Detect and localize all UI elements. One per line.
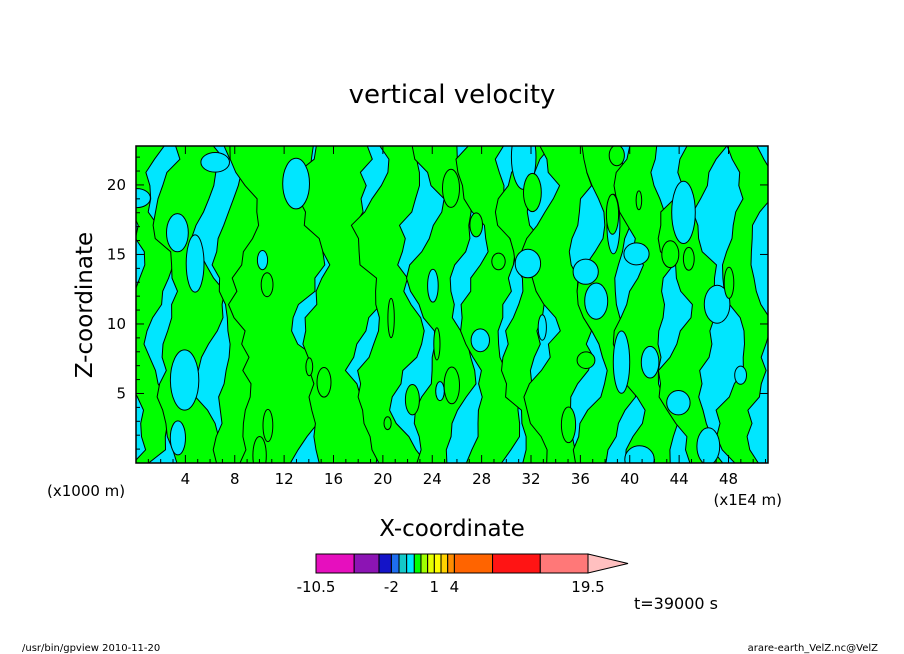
negative-region [666, 390, 691, 416]
negative-region [514, 248, 542, 279]
x-unit-left: (x1000 m) [47, 482, 125, 500]
x-tick-label: 4 [181, 470, 191, 488]
x-tick-label: 40 [620, 470, 639, 488]
colorbar-segment [353, 553, 380, 574]
negative-region [200, 152, 230, 173]
negative-region [640, 345, 660, 379]
positive-region [723, 266, 735, 299]
plot-frame [135, 145, 769, 464]
x-tick-label: 36 [571, 470, 590, 488]
colorbar-segment [453, 553, 494, 574]
x-tick-label: 12 [275, 470, 294, 488]
colorbar-segment [433, 553, 442, 574]
time-label: t=39000 s [634, 594, 718, 613]
positive-region [136, 146, 174, 463]
positive-region [387, 297, 395, 339]
positive-region [433, 327, 441, 361]
negative-region [537, 314, 547, 341]
positive-region [262, 408, 274, 443]
colorbar-segment [315, 553, 355, 574]
colorbar-label: 4 [450, 578, 460, 596]
negative-region [435, 381, 445, 402]
colorbar-label: -10.5 [297, 578, 336, 596]
x-tick-label: 32 [521, 470, 540, 488]
footer-right: arare-earth_VelZ.nc@VelZ [748, 643, 879, 654]
y-tick-label: 15 [107, 245, 126, 263]
positive-region [443, 366, 460, 405]
positive-region [715, 146, 768, 463]
colorbar-segment [378, 553, 392, 574]
colorbar-segment [413, 553, 422, 574]
negative-region [624, 445, 655, 463]
negative-region [623, 242, 650, 266]
x-tick-label: 48 [719, 470, 738, 488]
negative-region [169, 420, 186, 456]
positive-region [252, 436, 267, 463]
colorbar-segment [390, 553, 400, 574]
colorbar-segment [427, 553, 435, 574]
y-axis-label: Z-coordinate [72, 232, 98, 378]
positive-region [605, 193, 620, 235]
colorbar-segment [447, 553, 455, 574]
chart-title: vertical velocity [349, 80, 556, 110]
positive-region [494, 146, 558, 463]
y-tick-label: 5 [116, 384, 126, 402]
colorbar-segment [420, 553, 429, 574]
positive-region [608, 146, 625, 167]
negative-region [256, 250, 269, 271]
positive-region [442, 168, 460, 208]
positive-region [635, 190, 643, 211]
negative-region [169, 349, 200, 411]
positive-region [576, 351, 596, 370]
positive-region [469, 212, 484, 238]
colorbar-extension [587, 553, 629, 574]
negative-region [703, 284, 731, 324]
positive-region [404, 384, 420, 416]
negative-region [185, 234, 205, 293]
negative-region [166, 213, 189, 253]
negative-region [470, 328, 490, 353]
negative-region [136, 188, 151, 209]
x-axis-label: X-coordinate [379, 516, 525, 542]
plot-area [135, 145, 769, 464]
negative-region [282, 157, 311, 210]
colorbar-label: 1 [430, 578, 440, 596]
x-tick-label: 16 [324, 470, 343, 488]
colorbar-segment [440, 553, 449, 574]
negative-region [671, 180, 696, 244]
positive-region [523, 172, 542, 213]
x-tick-label: 8 [230, 470, 240, 488]
positive-region [560, 406, 577, 444]
positive-region [305, 357, 314, 377]
positive-region [661, 240, 680, 269]
positive-region [491, 252, 506, 271]
positive-region [682, 246, 695, 271]
x-tick-label: 28 [472, 470, 491, 488]
colorbar-label: -2 [384, 578, 399, 596]
colorbar-segment [398, 553, 408, 574]
positive-region [260, 272, 274, 298]
negative-region [612, 330, 631, 394]
y-tick-label: 10 [107, 315, 126, 333]
positive-region [383, 416, 392, 431]
x-tick-label: 20 [373, 470, 392, 488]
negative-region [734, 365, 747, 385]
x-tick-label: 24 [423, 470, 442, 488]
x-tick-label: 44 [670, 470, 689, 488]
colorbar [315, 553, 629, 574]
colorbar-segment [539, 553, 589, 574]
x-unit-right: (x1E4 m) [713, 491, 782, 509]
y-tick-label: 20 [107, 176, 126, 194]
positive-region [316, 367, 332, 398]
negative-region [696, 427, 721, 463]
colorbar-segment [406, 553, 415, 574]
colorbar-segment [492, 553, 541, 574]
footer-left: /usr/bin/gpview 2010-11-20 [22, 643, 160, 654]
negative-region [584, 282, 609, 320]
negative-region [572, 258, 599, 285]
colorbar-label: 19.5 [571, 578, 604, 596]
negative-region [427, 268, 439, 303]
